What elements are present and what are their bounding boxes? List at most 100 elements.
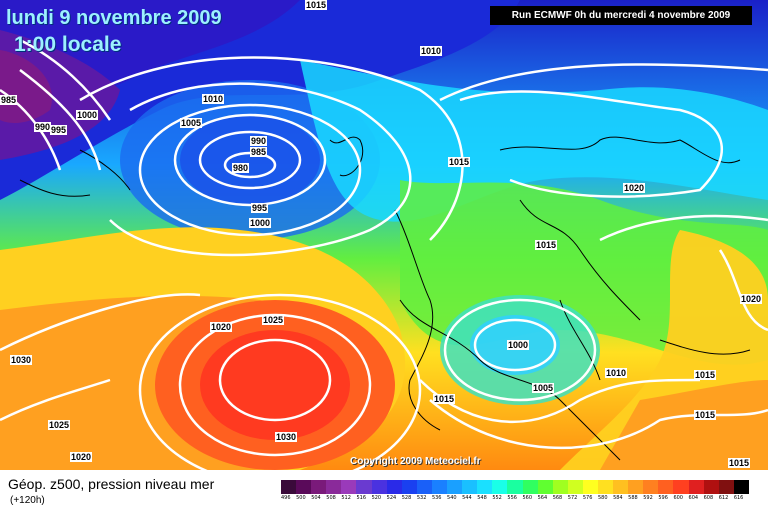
- isobar-label: 1010: [420, 46, 443, 56]
- isobar-label: 1020: [210, 322, 233, 332]
- scale-swatch: 512: [341, 480, 357, 501]
- scale-swatch: 564: [537, 480, 553, 501]
- scale-label: 532: [416, 495, 427, 501]
- scale-label: 556: [507, 495, 517, 501]
- scale-label: 608: [703, 495, 714, 501]
- scale-swatch: 612: [718, 480, 734, 501]
- legend-bar: Géop. z500, pression niveau mer (+120h) …: [0, 470, 768, 512]
- isobar-label: 995: [50, 125, 68, 135]
- scale-label: 508: [326, 495, 336, 501]
- scale-label: 548: [477, 495, 487, 501]
- scale-label: 568: [552, 495, 563, 501]
- scale-swatch: 532: [416, 480, 432, 501]
- scale-swatch: 520: [371, 480, 387, 501]
- isobar-label: 1015: [535, 240, 558, 250]
- scale-label: 580: [597, 495, 608, 501]
- isobar-label: 1005: [180, 118, 203, 128]
- copyright-notice: Copyright 2009 Meteociel.fr: [350, 456, 481, 467]
- isobar-label: 1015: [305, 0, 328, 10]
- scale-label: 560: [522, 495, 533, 501]
- isobar-label: 1015: [448, 157, 471, 167]
- scale-label: 604: [688, 495, 699, 501]
- isobar-label: 1025: [48, 420, 71, 430]
- scale-label: 500: [296, 495, 306, 501]
- scale-swatch: 496: [281, 480, 297, 501]
- scale-label: 540: [447, 495, 457, 501]
- scale-swatch: 616: [733, 480, 749, 501]
- scale-label: 572: [567, 495, 578, 501]
- isobar-label: 990: [250, 136, 268, 146]
- scale-label: 584: [613, 495, 623, 501]
- isobar-label: 1020: [740, 294, 763, 304]
- isobar-label: 1015: [694, 370, 717, 380]
- scale-swatch: 576: [582, 480, 598, 501]
- isobar-label: 980: [232, 163, 250, 173]
- scale-swatch: 504: [311, 480, 327, 501]
- isobar-label: 1000: [507, 340, 530, 350]
- isobar-label: 1020: [623, 183, 646, 193]
- isobar-label: 1010: [202, 94, 225, 104]
- scale-swatch: 528: [401, 480, 417, 501]
- isobar-label: 1000: [249, 218, 272, 228]
- scale-swatch: 588: [628, 480, 644, 501]
- variable-name: Géop. z500, pression niveau mer: [8, 476, 215, 492]
- scale-label: 564: [537, 495, 548, 501]
- scale-label: 588: [628, 495, 638, 501]
- scale-label: 520: [371, 495, 382, 501]
- scale-label: 496: [281, 495, 291, 501]
- scale-label: 544: [462, 495, 472, 501]
- scale-swatch: 592: [643, 480, 659, 501]
- isobar-label: 1010: [605, 368, 628, 378]
- isobar-label: 1025: [262, 315, 285, 325]
- scale-label: 576: [582, 495, 593, 501]
- scale-swatch: 608: [703, 480, 719, 501]
- scale-swatch: 540: [447, 480, 463, 501]
- isobar-label: 1030: [10, 355, 33, 365]
- forecast-date: lundi 9 novembre 2009: [6, 7, 222, 29]
- scale-swatch: 536: [431, 480, 448, 501]
- scale-swatch: 556: [507, 480, 523, 501]
- isobar-label: 1020: [70, 452, 93, 462]
- scale-swatch: 500: [296, 480, 312, 501]
- scale-swatch: 560: [522, 480, 538, 501]
- scale-label: 536: [431, 495, 442, 501]
- scale-label: 512: [341, 495, 351, 501]
- scale-label: 504: [311, 495, 321, 501]
- scale-swatch: 548: [477, 480, 493, 501]
- scale-label: 552: [492, 495, 502, 501]
- scale-label: 596: [658, 495, 668, 501]
- scale-label: 612: [718, 495, 729, 501]
- scale-label: 592: [643, 495, 653, 501]
- scale-label: 524: [386, 495, 397, 501]
- scale-swatch: 572: [567, 480, 583, 501]
- scale-swatch: 552: [492, 480, 508, 501]
- isobar-label: 1015: [694, 410, 717, 420]
- lead-time: (+120h): [10, 495, 45, 506]
- forecast-time: 1:00 locale: [14, 33, 122, 56]
- isobar-label: 995: [251, 203, 269, 213]
- scale-swatch: 516: [356, 480, 372, 501]
- scale-swatch: 596: [658, 480, 674, 501]
- geopotential-map: [0, 0, 768, 470]
- scale-label: 516: [356, 495, 367, 501]
- scale-label: 616: [733, 495, 744, 501]
- color-scale: 496 500 504 508 512 516 520 524 528 532 536 540 544 5…: [281, 480, 749, 501]
- scale-label: 528: [401, 495, 412, 501]
- scale-swatch: 584: [613, 480, 629, 501]
- isobar-label: 1015: [728, 458, 751, 468]
- isobar-label: 1000: [76, 110, 99, 120]
- scale-swatch: 524: [386, 480, 402, 501]
- isobar-label: 985: [250, 147, 268, 157]
- isobar-label: 1005: [532, 383, 555, 393]
- isobar-label: 1030: [275, 432, 298, 442]
- isobar-label: 990: [34, 122, 52, 132]
- scale-label: 600: [673, 495, 683, 501]
- scale-swatch: 544: [462, 480, 478, 501]
- scale-swatch: 508: [326, 480, 342, 501]
- scale-swatch: 580: [597, 480, 614, 501]
- scale-swatch: 600: [673, 480, 689, 501]
- model-run-banner: Run ECMWF 0h du mercredi 4 novembre 2009: [490, 6, 752, 25]
- isobar-label: 985: [0, 95, 18, 105]
- scale-swatch: 568: [552, 480, 568, 501]
